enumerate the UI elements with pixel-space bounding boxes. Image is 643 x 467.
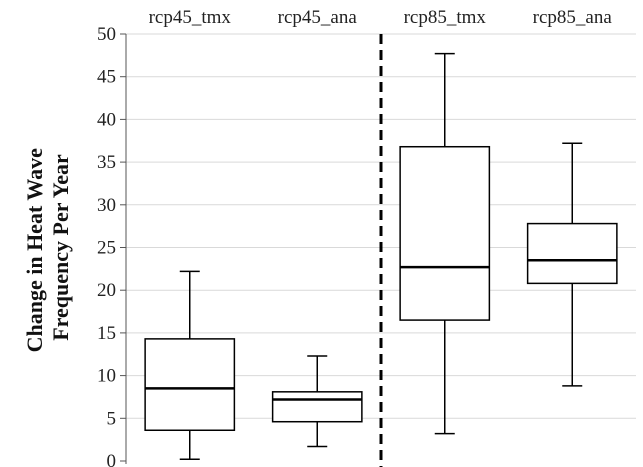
category-label: rcp45_ana bbox=[278, 7, 358, 28]
y-axis-title-line-2: Frequency Per Year bbox=[48, 154, 73, 341]
y-tick-label: 30 bbox=[97, 195, 116, 216]
y-tick-label: 35 bbox=[97, 152, 116, 173]
y-tick-label: 0 bbox=[107, 451, 117, 467]
box-rcp85_tmx bbox=[399, 52, 491, 435]
category-label: rcp85_ana bbox=[533, 7, 613, 28]
y-axis: 0 5 10 15 20 25 30 35 40 45 50 bbox=[97, 24, 127, 467]
boxes bbox=[144, 52, 618, 461]
box-rcp45_ana bbox=[271, 355, 363, 448]
y-tick-label: 20 bbox=[97, 280, 116, 301]
box-rcp45_tmx bbox=[144, 270, 236, 461]
y-tick-label: 40 bbox=[97, 109, 116, 130]
y-tick-label: 10 bbox=[97, 366, 116, 387]
y-tick-label: 50 bbox=[97, 24, 116, 45]
category-labels: rcp45_tmx rcp45_ana rcp85_tmx rcp85_ana bbox=[149, 7, 613, 28]
iqr-box bbox=[144, 338, 236, 432]
y-tick-label: 5 bbox=[107, 408, 117, 429]
iqr-box bbox=[526, 222, 618, 285]
y-axis-title: Change in Heat Wave Frequency Per Year bbox=[22, 143, 73, 353]
iqr-box bbox=[399, 145, 491, 321]
box-rcp85_ana bbox=[526, 142, 618, 387]
y-tick-label: 25 bbox=[97, 238, 116, 259]
y-axis-title-line-1: Change in Heat Wave bbox=[22, 148, 47, 353]
iqr-box bbox=[271, 391, 363, 423]
category-label: rcp45_tmx bbox=[149, 7, 232, 28]
y-tick-label: 45 bbox=[97, 67, 116, 88]
y-tick-label: 15 bbox=[97, 323, 116, 344]
category-label: rcp85_tmx bbox=[404, 7, 487, 28]
